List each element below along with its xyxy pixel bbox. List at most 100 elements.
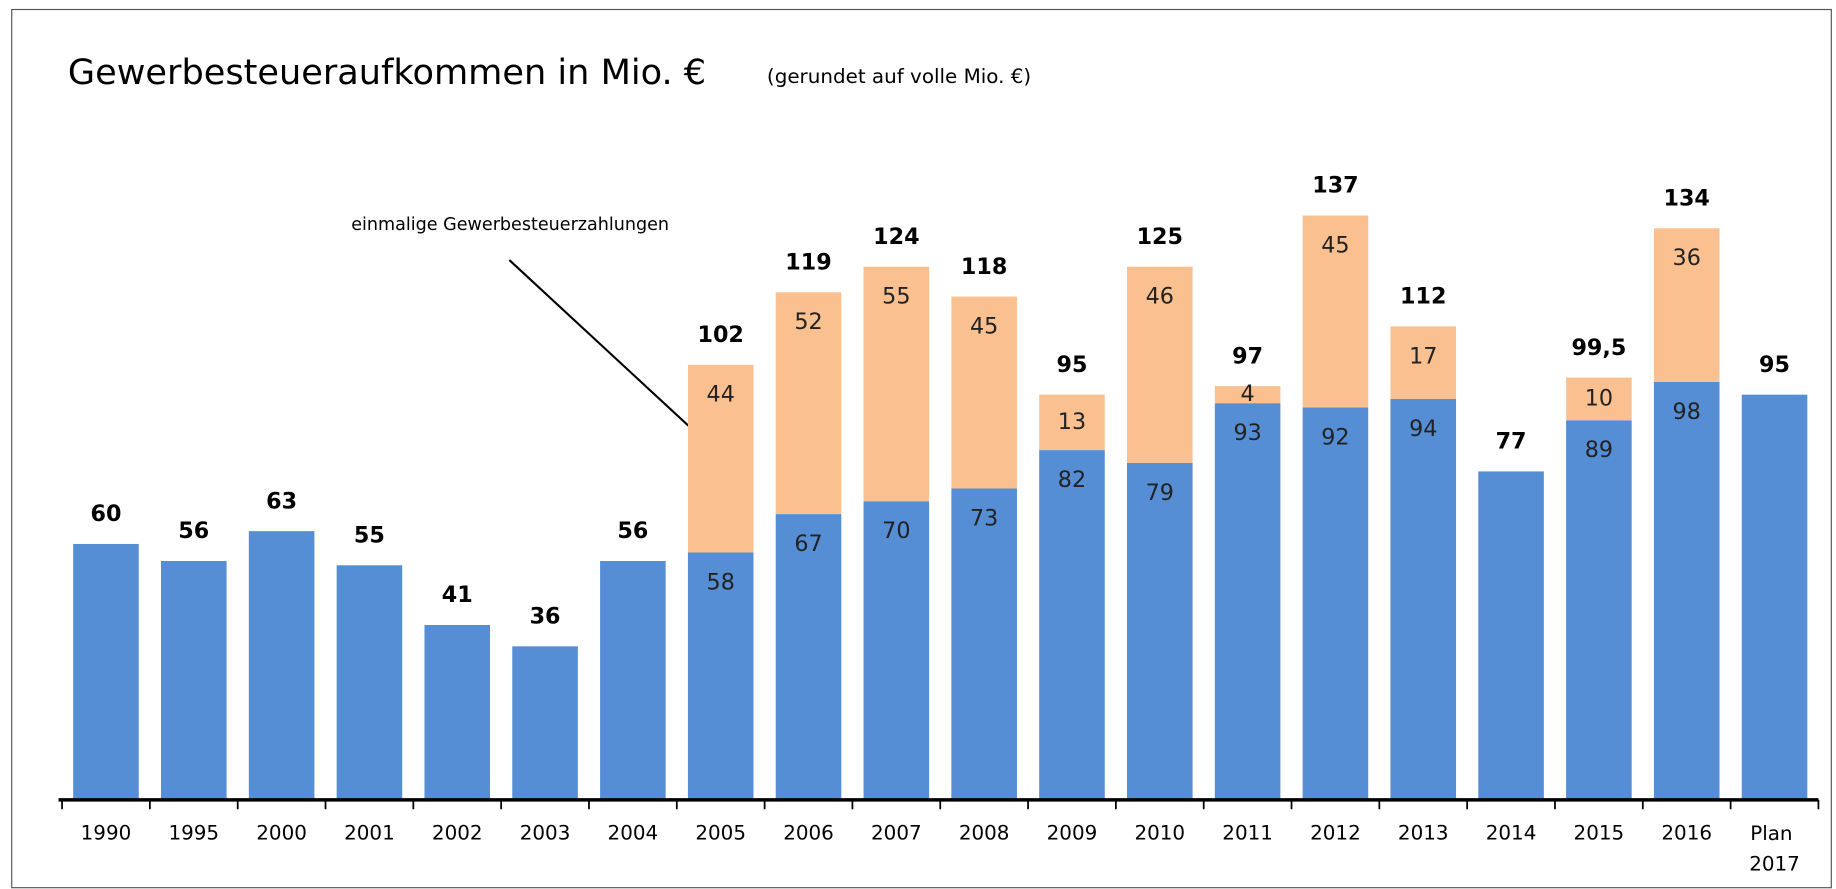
bar-segment bbox=[687, 552, 754, 800]
bar-segment bbox=[1566, 420, 1632, 800]
segment-label: 93 bbox=[1233, 420, 1261, 446]
total-label: 119 bbox=[785, 250, 831, 276]
bar-segment bbox=[1127, 266, 1193, 463]
bar-segment bbox=[512, 646, 578, 800]
segment-label: 55 bbox=[882, 284, 910, 310]
bar-segment bbox=[1390, 326, 1457, 399]
x-tick-label: 1990 bbox=[81, 821, 132, 844]
total-label: 77 bbox=[1496, 429, 1527, 455]
total-label: 112 bbox=[1400, 284, 1446, 310]
segment-label: 89 bbox=[1585, 437, 1613, 463]
total-label: 36 bbox=[530, 604, 561, 630]
total-label: 97 bbox=[1232, 343, 1263, 369]
total-label: 60 bbox=[90, 501, 121, 527]
bar-segment bbox=[1039, 394, 1105, 451]
bar-segment bbox=[1214, 386, 1281, 404]
chart-title: Gewerbesteueraufkommen in Mio. € bbox=[68, 52, 706, 93]
segment-label: 10 bbox=[1585, 385, 1613, 411]
segment-label: 45 bbox=[1321, 232, 1349, 258]
x-tick-label: 2005 bbox=[695, 821, 746, 844]
bar-segment bbox=[1302, 407, 1369, 800]
segment-label: 73 bbox=[970, 505, 998, 531]
total-label: 134 bbox=[1663, 186, 1709, 212]
bar-segment bbox=[1653, 228, 1720, 382]
bar-segment bbox=[424, 624, 491, 800]
segment-label: 52 bbox=[794, 309, 822, 335]
segment-label: 45 bbox=[970, 313, 998, 339]
total-label: 125 bbox=[1137, 224, 1183, 250]
bar-segment bbox=[687, 364, 754, 553]
annotation: einmalige Gewerbesteuerzahlungen bbox=[351, 215, 669, 235]
bar-segment bbox=[863, 266, 930, 502]
bar-segment bbox=[775, 514, 842, 800]
bar-segment bbox=[1653, 381, 1720, 800]
x-tick-label: 2006 bbox=[783, 821, 834, 844]
x-tick-label-line: 2017 bbox=[1749, 852, 1800, 875]
total-label: 102 bbox=[697, 322, 743, 348]
bar-segment bbox=[951, 488, 1017, 800]
segment-label: 4 bbox=[1241, 381, 1255, 407]
total-label: 56 bbox=[178, 518, 209, 544]
bar-segment bbox=[1302, 215, 1369, 408]
frame bbox=[11, 8, 1832, 889]
segment-label: 79 bbox=[1146, 480, 1174, 506]
x-tick-label: 2016 bbox=[1661, 821, 1712, 844]
x-tick-label: 2011 bbox=[1222, 821, 1273, 844]
bar-segment bbox=[161, 561, 227, 800]
chart-subtitle: (gerundet auf volle Mio. €) bbox=[767, 65, 1031, 88]
segment-label: 92 bbox=[1321, 424, 1349, 450]
bar-segment bbox=[1390, 398, 1457, 800]
segment-label: 17 bbox=[1409, 343, 1437, 369]
bar-segment bbox=[248, 531, 315, 800]
x-tick-label: 1995 bbox=[168, 821, 219, 844]
x-tick-label: 2007 bbox=[871, 821, 922, 844]
x-tick-label: 2010 bbox=[1134, 821, 1185, 844]
segment-label: 98 bbox=[1673, 399, 1701, 425]
bar-segment bbox=[600, 561, 666, 800]
bar-segment bbox=[863, 501, 930, 800]
total-label: 41 bbox=[442, 582, 473, 608]
bar-segment bbox=[336, 565, 403, 800]
segment-label: 58 bbox=[707, 569, 735, 595]
bar-segment bbox=[775, 292, 842, 515]
total-label: 56 bbox=[617, 518, 648, 544]
x-tick-label: 2012 bbox=[1310, 821, 1361, 844]
total-label: 63 bbox=[266, 488, 297, 514]
total-label: 95 bbox=[1056, 352, 1087, 378]
x-tick-label: 2000 bbox=[256, 821, 307, 844]
x-tick-label: 2008 bbox=[959, 821, 1010, 844]
total-label: 55 bbox=[354, 522, 385, 548]
bar-segment bbox=[73, 543, 139, 800]
total-label: 124 bbox=[873, 224, 919, 250]
x-tick-label: 2015 bbox=[1574, 821, 1625, 844]
bar-segment bbox=[1039, 450, 1105, 800]
total-label: 95 bbox=[1759, 352, 1790, 378]
segment-label: 82 bbox=[1058, 467, 1086, 493]
bar-segment bbox=[951, 296, 1017, 489]
segment-label: 36 bbox=[1673, 245, 1701, 271]
x-tick-label-line: Plan bbox=[1750, 821, 1799, 844]
bar-segment bbox=[1478, 471, 1544, 800]
x-tick-label: 2009 bbox=[1047, 821, 1098, 844]
bar-segment bbox=[1127, 462, 1193, 800]
total-label: 99,5 bbox=[1571, 335, 1626, 361]
segment-label: 70 bbox=[882, 518, 910, 544]
segment-label: 13 bbox=[1058, 409, 1086, 435]
x-tick-label: 2003 bbox=[520, 821, 571, 844]
segment-label: 67 bbox=[794, 531, 822, 557]
segment-label: 44 bbox=[707, 382, 735, 408]
segment-label: 94 bbox=[1409, 416, 1437, 442]
bar-segment bbox=[1566, 377, 1632, 421]
x-tick-label: Plan 2017 bbox=[1749, 821, 1800, 874]
total-label: 137 bbox=[1312, 173, 1358, 199]
bar-segment bbox=[1214, 403, 1281, 800]
x-tick-label: 2004 bbox=[608, 821, 659, 844]
x-tick-label: 2002 bbox=[432, 821, 483, 844]
total-label: 118 bbox=[961, 254, 1007, 280]
x-tick-label: 2013 bbox=[1398, 821, 1449, 844]
x-tick-label: 2001 bbox=[344, 821, 395, 844]
segment-label: 46 bbox=[1146, 284, 1174, 310]
bar-segment bbox=[1741, 394, 1808, 800]
x-tick-label: 2014 bbox=[1486, 821, 1537, 844]
